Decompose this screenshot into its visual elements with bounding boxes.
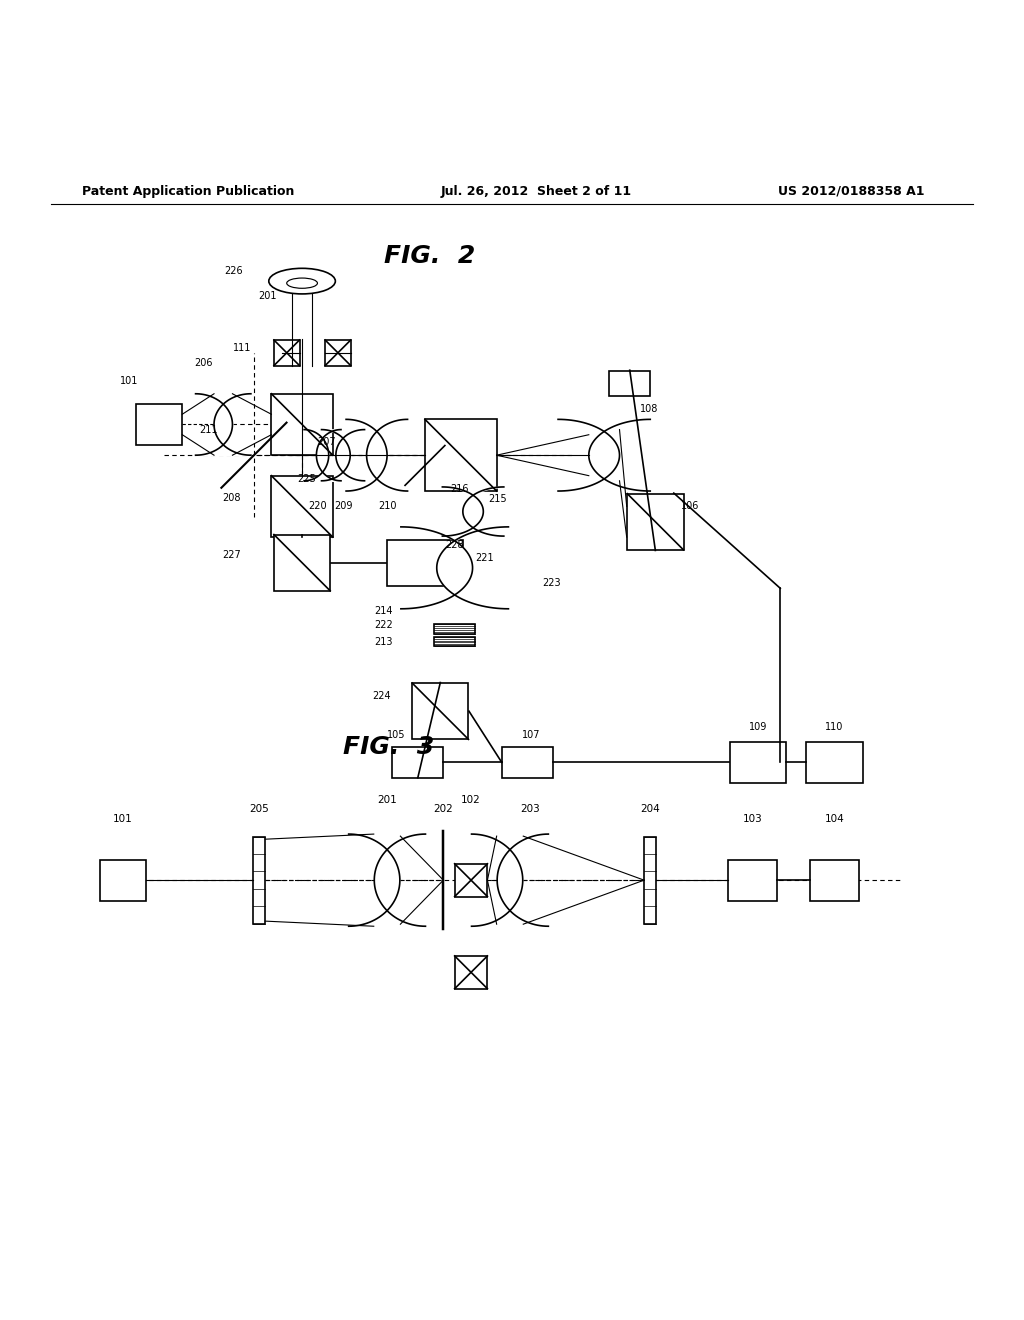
Bar: [455, 863, 487, 896]
Text: 103: 103: [742, 814, 763, 824]
Bar: [729, 742, 786, 783]
Text: 208: 208: [222, 494, 241, 503]
Text: US 2012/0188358 A1: US 2012/0188358 A1: [778, 185, 925, 198]
Text: 110: 110: [825, 722, 844, 731]
Text: 109: 109: [749, 722, 767, 731]
Text: 111: 111: [232, 343, 251, 352]
Text: 101: 101: [113, 814, 133, 824]
Bar: [100, 859, 146, 900]
Bar: [434, 624, 475, 635]
Bar: [271, 475, 333, 537]
Bar: [627, 494, 684, 550]
Text: Patent Application Publication: Patent Application Publication: [82, 185, 294, 198]
Text: Jul. 26, 2012  Sheet 2 of 11: Jul. 26, 2012 Sheet 2 of 11: [440, 185, 632, 198]
Text: 106: 106: [681, 502, 699, 511]
Bar: [326, 341, 350, 366]
Bar: [502, 747, 553, 777]
Bar: [273, 535, 330, 591]
Text: 108: 108: [640, 404, 658, 414]
Bar: [387, 540, 463, 586]
Bar: [392, 747, 443, 777]
Text: 102: 102: [461, 796, 481, 805]
Text: 209: 209: [334, 502, 352, 511]
Text: 210: 210: [378, 502, 396, 511]
Text: 202: 202: [433, 804, 454, 813]
Bar: [644, 837, 656, 924]
Text: 211: 211: [200, 425, 218, 434]
Bar: [253, 837, 265, 924]
Text: 107: 107: [522, 730, 541, 741]
Text: 225: 225: [297, 474, 315, 483]
Bar: [810, 859, 859, 900]
Text: FIG.  3: FIG. 3: [343, 735, 435, 759]
Bar: [412, 682, 468, 739]
Text: 216: 216: [451, 484, 469, 494]
Text: 222: 222: [375, 620, 393, 630]
Text: 104: 104: [824, 814, 845, 824]
Text: 204: 204: [640, 804, 660, 813]
Ellipse shape: [268, 268, 336, 294]
Bar: [807, 742, 862, 783]
Bar: [274, 341, 300, 366]
Text: 223: 223: [543, 578, 561, 589]
Text: FIG.  2: FIG. 2: [384, 243, 476, 268]
Text: 214: 214: [375, 606, 393, 616]
Text: 105: 105: [387, 730, 406, 741]
Bar: [455, 956, 487, 989]
Text: 215: 215: [488, 494, 507, 504]
Bar: [609, 371, 650, 396]
Text: 203: 203: [520, 804, 540, 813]
Ellipse shape: [287, 279, 317, 288]
Bar: [271, 393, 333, 455]
Text: 227: 227: [222, 549, 241, 560]
Bar: [434, 638, 475, 645]
Text: 205: 205: [249, 804, 269, 813]
Text: 207: 207: [317, 437, 336, 446]
Bar: [135, 404, 182, 445]
Text: 206: 206: [195, 358, 213, 368]
Bar: [728, 859, 777, 900]
Text: 213: 213: [375, 636, 393, 647]
Text: 221: 221: [475, 553, 494, 562]
Text: 101: 101: [120, 376, 138, 385]
Text: 201: 201: [377, 796, 397, 805]
Bar: [425, 420, 497, 491]
Text: 220: 220: [308, 502, 327, 511]
Text: 201: 201: [258, 292, 276, 301]
Text: 228: 228: [445, 540, 464, 550]
Text: 224: 224: [373, 690, 391, 701]
Text: 226: 226: [224, 265, 243, 276]
